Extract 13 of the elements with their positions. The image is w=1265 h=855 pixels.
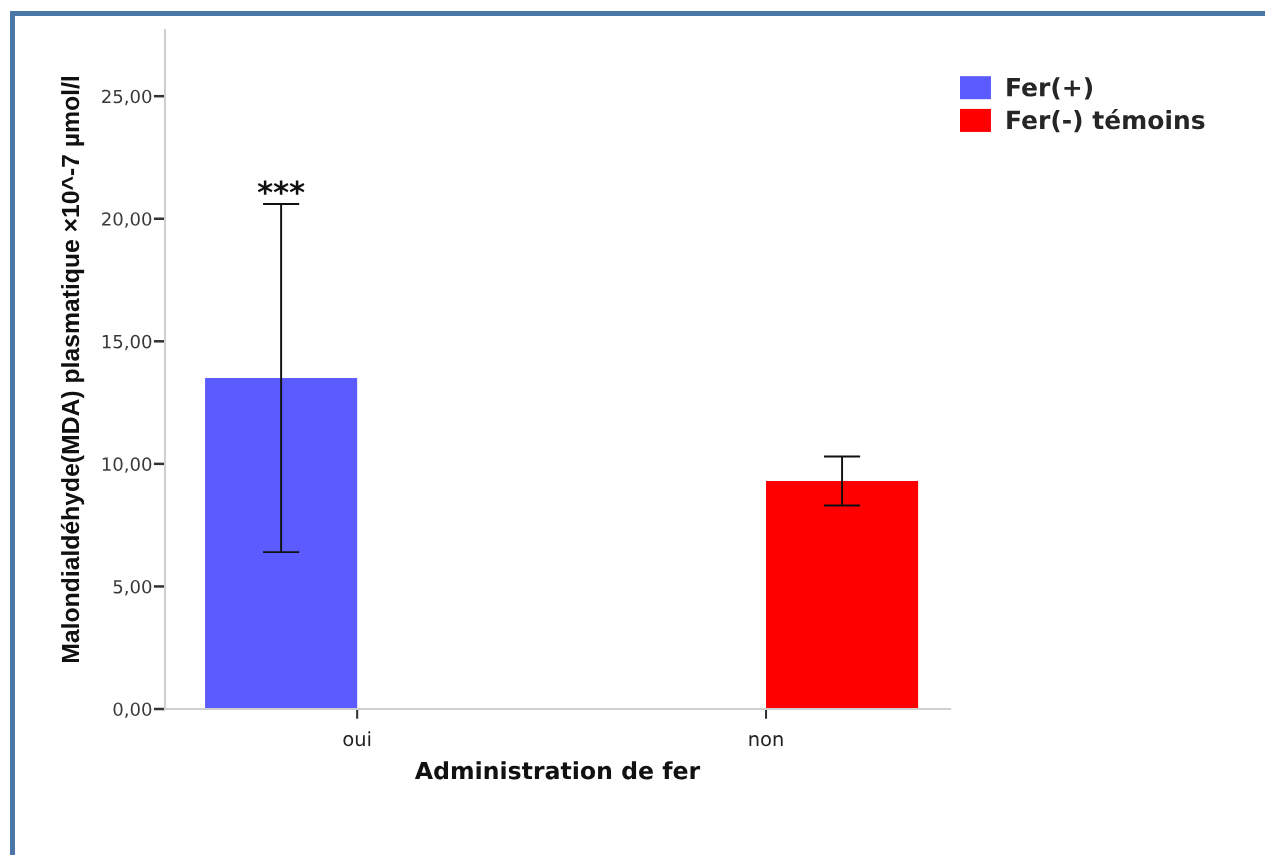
annotation: *** [257, 180, 305, 195]
y-axis-title: Malondialdéhyde(MDA) plasmatique ×10^-7 µmol/l [60, 77, 85, 663]
legend-label: Fer(+) [1007, 77, 1092, 100]
x-tick-label: non [749, 735, 783, 747]
y-tick-label: 5,00 [113, 579, 152, 596]
y-tick-label: 25,00 [102, 89, 152, 106]
legend-label: Fer(-) témoins [1007, 108, 1205, 133]
y-tick-label: 20,00 [102, 212, 152, 228]
x-axis-title: Administration de fer [414, 761, 701, 780]
y-tick-label: 10,00 [102, 457, 152, 473]
y-tick-label: 15,00 [102, 334, 152, 351]
x-tick-label: oui [343, 731, 371, 747]
y-tick-label: 0,00 [113, 702, 152, 718]
